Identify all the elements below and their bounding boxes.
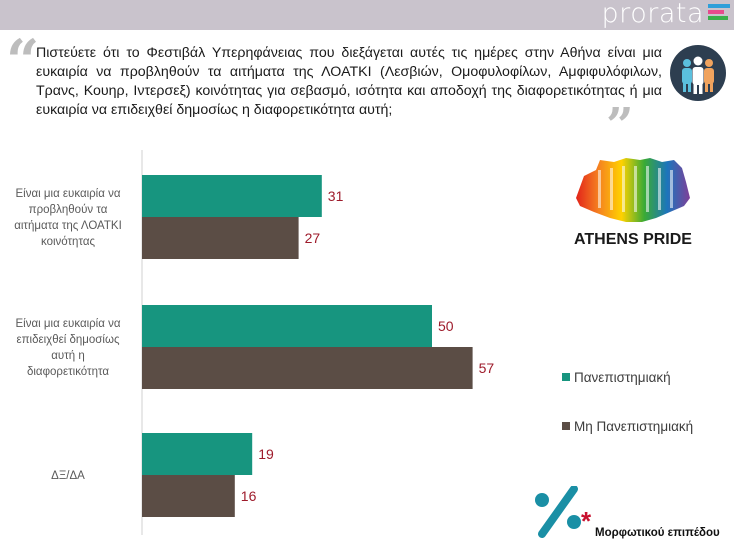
top-bar: prorata (0, 0, 734, 30)
brand-logo-icon (708, 4, 730, 26)
legend-swatch-icon (562, 422, 570, 430)
legend-item-non-university: Μη Πανεπιστημιακή (562, 419, 693, 434)
open-quote-icon: “ (6, 27, 40, 95)
close-quote-icon: ” (606, 98, 634, 154)
athens-pride-logo: ATHENS PRIDE (574, 158, 692, 248)
data-label: 31 (328, 188, 344, 204)
brand-name: prorata (601, 0, 704, 29)
survey-question: Πιστεύετε ότι το Φεστιβάλ Υπερηφάνειας π… (36, 45, 662, 118)
legend-item-university: Πανεπιστημιακή (562, 370, 671, 385)
bar-chart: Είναι μια ευκαιρία να προβληθούν τα αιτήμα… (14, 150, 495, 535)
category-label: Είναι μια ευκαιρία να προβληθούν τα αιτήμα… (14, 188, 122, 248)
logo-text: ATHENS PRIDE (574, 231, 692, 248)
bar-university (142, 433, 253, 475)
bar-non-university (142, 217, 299, 259)
legend-label: Πανεπιστημιακή (574, 370, 671, 385)
data-label: 16 (241, 488, 257, 504)
bar-non-university (142, 347, 473, 389)
people-icon (670, 45, 726, 101)
data-label: 50 (438, 318, 454, 334)
bar-university (142, 175, 322, 217)
data-label: 19 (258, 446, 274, 462)
footer-subtitle: Μορφωτικού επιπέδου (595, 527, 720, 539)
bar-university (142, 305, 432, 347)
category-label: Είναι μια ευκαιρία να επιδειχθεί δημοσίως… (16, 318, 121, 378)
legend-swatch-icon (562, 373, 570, 381)
legend-label: Μη Πανεπιστημιακή (574, 419, 694, 434)
bar-non-university (142, 475, 235, 517)
data-label: 57 (479, 360, 495, 376)
category-label: ΔΞ/ΔΑ (51, 470, 85, 482)
percent-asterisk-icon: * (535, 486, 592, 538)
svg-text:*: * (581, 506, 592, 536)
data-label: 27 (305, 230, 321, 246)
